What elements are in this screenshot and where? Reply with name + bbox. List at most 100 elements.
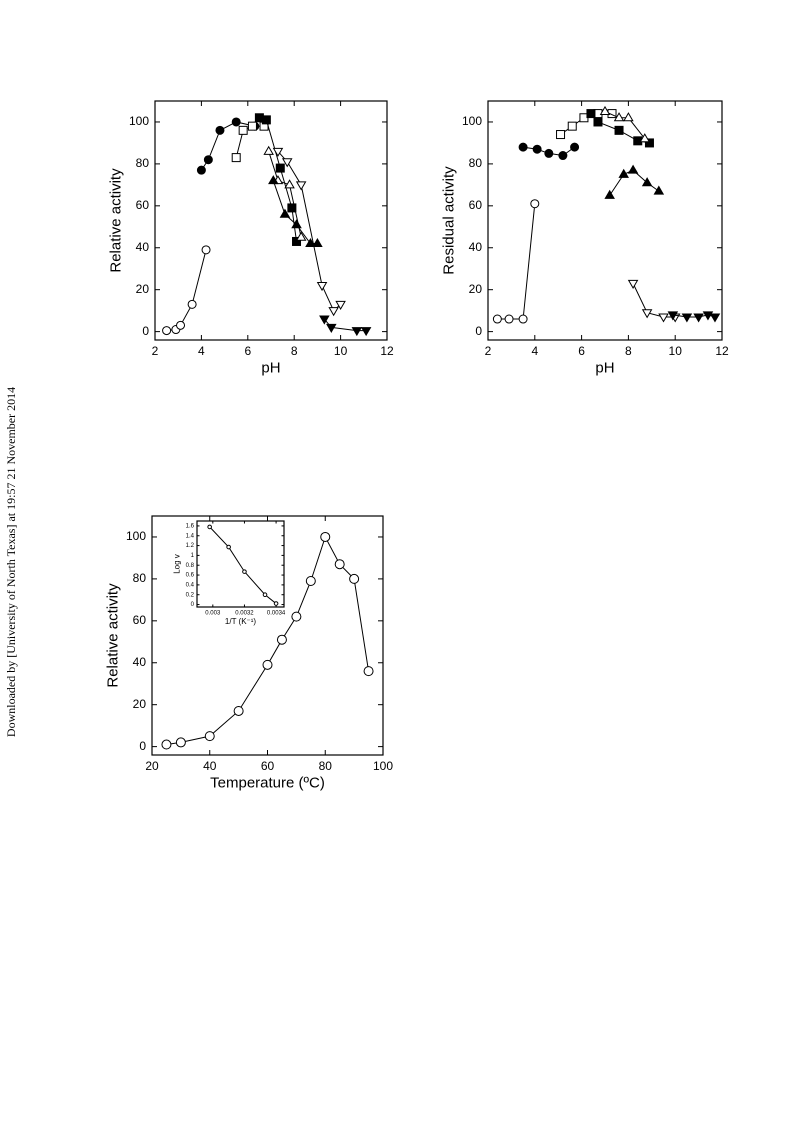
marker <box>262 659 273 670</box>
x-tick-label: 60 <box>261 759 275 773</box>
marker <box>363 666 374 677</box>
y-tick-label: 0 <box>475 324 482 338</box>
marker <box>196 165 206 175</box>
x-tick-label: 100 <box>373 759 393 773</box>
x-axis-label: 1/T (K⁻¹) <box>225 617 257 626</box>
marker <box>618 168 629 178</box>
marker <box>681 313 693 323</box>
x-axis-label: Temperature (ºC) <box>210 774 325 791</box>
marker <box>295 181 307 191</box>
marker <box>319 315 330 325</box>
y-tick-label: 0.8 <box>186 563 195 569</box>
marker <box>268 175 279 185</box>
marker <box>532 144 542 154</box>
marker <box>261 115 271 125</box>
y-tick-label: 1 <box>191 553 195 559</box>
y-tick-label: 0.4 <box>186 582 195 588</box>
marker <box>272 147 284 157</box>
marker <box>162 326 172 336</box>
marker <box>292 236 302 246</box>
marker <box>613 112 625 122</box>
y-tick-label: 40 <box>133 655 147 669</box>
plot-frame <box>487 100 723 341</box>
y-tick-label: 20 <box>133 697 147 711</box>
y-tick-label: 100 <box>129 114 149 128</box>
marker <box>567 121 577 131</box>
y-axis-label: Relative activity <box>104 583 121 688</box>
marker <box>641 309 653 319</box>
y-tick-label: 0 <box>139 739 146 753</box>
y-tick-label: 80 <box>469 156 483 170</box>
marker <box>187 299 197 309</box>
x-tick-label: 2 <box>152 344 159 358</box>
marker <box>599 105 611 115</box>
marker <box>627 279 639 289</box>
marker <box>518 142 528 152</box>
series-line <box>604 111 646 140</box>
marker <box>658 313 669 323</box>
marker <box>320 531 331 542</box>
marker <box>215 125 225 135</box>
marker <box>709 313 721 323</box>
marker <box>284 179 295 189</box>
x-tick-label: 2 <box>485 344 492 358</box>
x-tick-label: 12 <box>380 344 394 358</box>
x-tick-label: 4 <box>198 344 205 358</box>
marker <box>504 314 514 324</box>
y-axis-label: Log v <box>173 554 182 574</box>
marker <box>556 130 566 140</box>
x-tick-label: 0.0032 <box>235 611 254 617</box>
y-tick-label: 60 <box>133 613 147 627</box>
marker <box>276 634 287 645</box>
marker <box>273 601 279 606</box>
marker <box>176 320 186 330</box>
marker <box>201 245 211 255</box>
x-tick-label: 10 <box>334 344 348 358</box>
x-tick-label: 4 <box>531 344 538 358</box>
marker <box>349 573 360 584</box>
x-tick-label: 12 <box>715 344 729 358</box>
y-tick-label: 1.6 <box>186 523 195 529</box>
marker <box>207 524 212 530</box>
y-axis-label: Relative activity <box>107 168 124 273</box>
marker <box>530 199 540 209</box>
y-tick-label: 0 <box>142 324 149 338</box>
series-line <box>323 318 367 332</box>
series-line <box>235 125 265 158</box>
marker <box>641 177 653 187</box>
x-tick-label: 8 <box>291 344 298 358</box>
marker <box>667 311 679 321</box>
plot-frame <box>196 520 285 608</box>
marker <box>653 185 665 195</box>
marker <box>275 163 285 173</box>
marker <box>287 203 297 213</box>
marker <box>586 109 596 119</box>
marker <box>204 731 215 742</box>
x-axis-label: pH <box>261 359 280 376</box>
marker <box>161 739 172 750</box>
x-tick-label: 6 <box>244 344 251 358</box>
marker <box>238 125 248 135</box>
marker <box>693 313 704 323</box>
marker <box>231 153 241 163</box>
marker <box>312 237 323 248</box>
x-tick-label: 8 <box>625 344 632 358</box>
marker <box>604 189 615 199</box>
marker <box>351 327 363 337</box>
marker <box>247 121 257 131</box>
series-line <box>268 151 302 238</box>
y-tick-label: 20 <box>469 282 483 296</box>
x-tick-label: 10 <box>669 344 683 358</box>
marker <box>360 327 372 337</box>
marker <box>570 142 580 152</box>
marker <box>281 158 293 168</box>
marker <box>334 559 345 570</box>
marker <box>226 544 231 550</box>
y-tick-label: 20 <box>136 282 150 296</box>
y-tick-label: 0.6 <box>186 573 195 579</box>
marker <box>295 231 307 241</box>
marker <box>233 705 244 716</box>
x-tick-label: 80 <box>319 759 333 773</box>
marker <box>279 208 291 218</box>
